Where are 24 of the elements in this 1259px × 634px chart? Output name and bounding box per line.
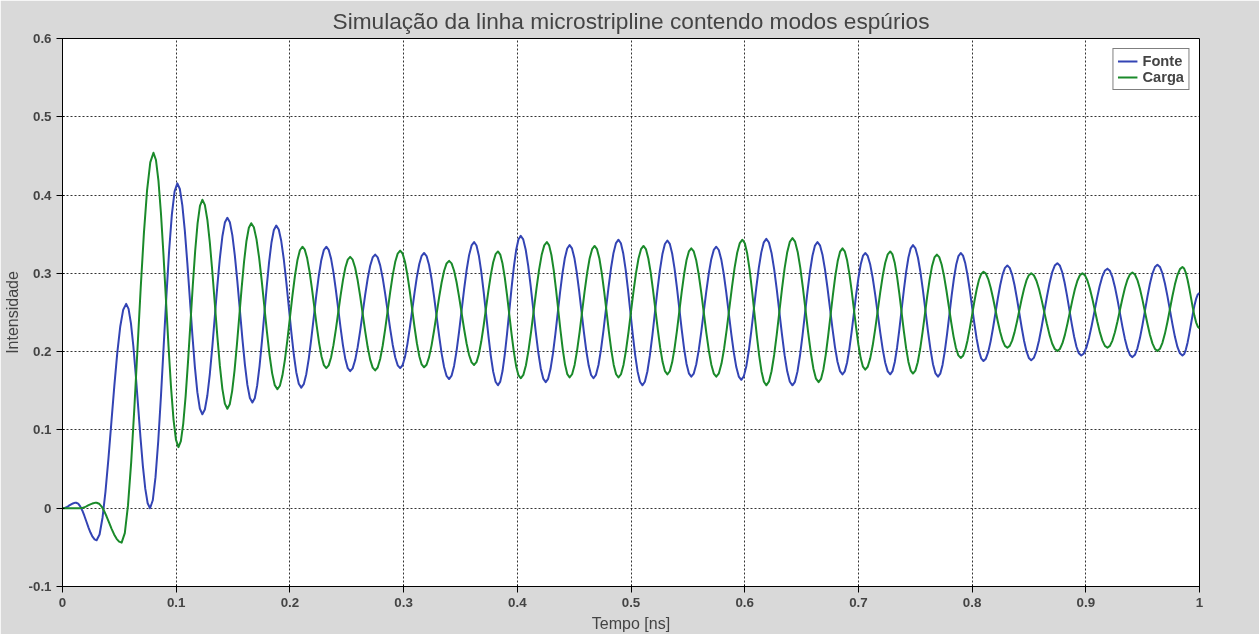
y-axis-title: Intensidade [3,271,21,354]
x-axis-title: Tempo [ns] [591,614,671,632]
x-tick-label: 0.2 [280,594,300,610]
x-tick-label: 1 [1195,594,1204,610]
x-tick-label: 0.5 [621,594,641,610]
x-tick-label: 0.9 [1076,594,1096,610]
x-tick-label: 0.6 [735,594,754,610]
y-tick-label: 0.1 [32,422,53,438]
y-tick-label: 0 [44,500,52,516]
y-tick-label: 0.2 [32,344,52,360]
y-tick-label: 0.6 [32,31,52,46]
x-tick-label: 0.8 [962,594,982,610]
legend-label: Fonte [1142,53,1183,69]
y-tick-label: 0.4 [32,187,53,203]
x-tick-label: 0.7 [849,594,868,610]
x-tick-label: 0.1 [166,594,187,610]
x-tick-label: 0.3 [394,594,413,610]
chart-title: Simulação da linha microstripline contendo modos espúrios [332,7,930,34]
y-tick-label: 0.3 [32,265,52,281]
y-tick-label: 0.5 [32,109,53,125]
legend-label: Carga [1142,69,1184,85]
x-tick-label: 0.4 [508,594,528,610]
y-tick-label: -0.1 [28,579,53,594]
x-tick-label: 0 [58,594,67,610]
